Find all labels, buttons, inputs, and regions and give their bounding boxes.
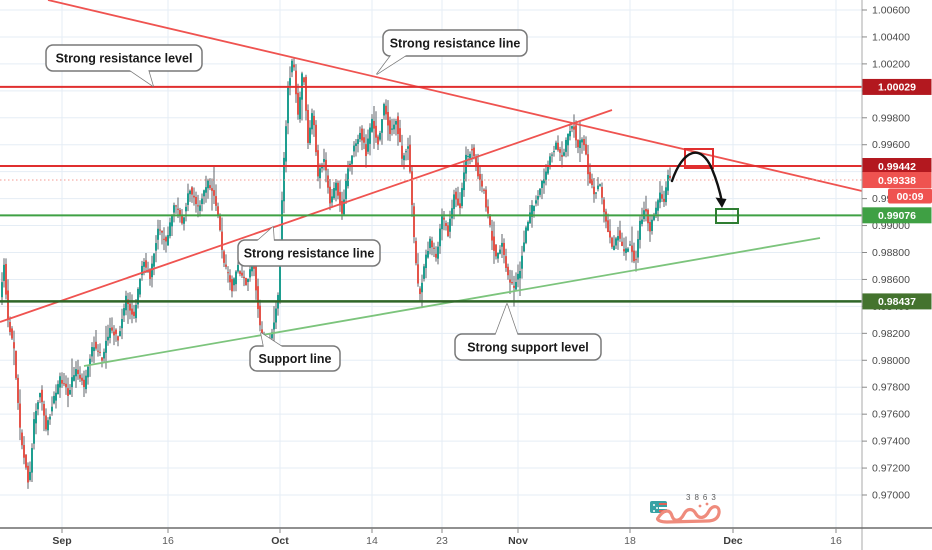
callout-label: Strong resistance line [244,247,375,261]
price-tick-label: 0.97400 [872,436,910,448]
callout-label: Support line [259,352,332,366]
time-tick-label: 23 [436,535,448,547]
price-tick-label: 0.98000 [872,355,910,367]
svg-text:1.00029: 1.00029 [878,82,916,94]
callout-support-line[interactable]: Support line [249,332,341,372]
time-tick-label: Oct [271,535,289,547]
price-tick-label: 0.99600 [872,139,910,151]
projection-arrow-head [715,197,727,208]
callout-strong-support-level[interactable]: Strong support level [454,303,602,361]
price-tick-label: 0.97600 [872,409,910,421]
time-tick-label: Nov [508,535,528,547]
svg-text:0.99338: 0.99338 [878,175,916,187]
price-tick-label: 0.98600 [872,274,910,286]
price-tick-label: 1.00600 [872,5,910,17]
price-tick-label: 1.00200 [872,58,910,70]
time-tick-label: Sep [52,535,71,547]
price-tick-label: 0.97800 [872,382,910,394]
price-badge-0.98437: 0.98437 [862,293,932,310]
price-badge-0.99442: 0.99442 [862,158,932,175]
price-tick-label: 0.99800 [872,112,910,124]
watermark-script [655,505,721,524]
grid-layer [0,0,862,528]
time-tick-label: 16 [162,535,174,547]
projection-arrow[interactable] [670,151,724,204]
watermark-logo: 3863 [650,493,721,524]
time-tick-label: Dec [723,535,742,547]
svg-text:00:09: 00:09 [897,191,924,203]
time-tick-label: 14 [366,535,378,547]
price-badge-0.99076: 0.99076 [862,207,932,224]
time-axis[interactable] [0,528,932,550]
time-tick-label: 18 [624,535,636,547]
price-tick-label: 1.00400 [872,31,910,43]
svg-text:0.99076: 0.99076 [878,210,916,222]
countdown-badge: 00:09 [888,188,932,204]
price-badge-1.00029: 1.00029 [862,78,932,95]
callout-label: Strong support level [467,341,589,355]
callout-strong-resistance-level[interactable]: Strong resistance level [45,44,203,87]
callout-strong-resistance-line[interactable]: Strong resistance line [376,29,528,75]
callout-label: Strong resistance level [56,52,193,66]
price-tick-label: 0.98200 [872,328,910,340]
green-target-box[interactable] [715,208,739,224]
callout-label: Strong resistance line [390,37,521,51]
candlestick-layer[interactable] [1,57,671,489]
callout-strong-resistance-line[interactable]: Strong resistance line [237,226,381,267]
price-tick-label: 0.97200 [872,463,910,475]
price-badge-0.99338: 0.99338 [862,172,932,189]
svg-text:0.99442: 0.99442 [878,161,916,173]
svg-text:0.98437: 0.98437 [878,296,916,308]
price-tick-label: 0.98800 [872,247,910,259]
strong-resistance-trendline[interactable] [47,0,863,192]
time-tick-label: 16 [830,535,842,547]
price-tick-label: 0.97000 [872,490,910,502]
watermark-digits: 3863 [686,493,720,502]
